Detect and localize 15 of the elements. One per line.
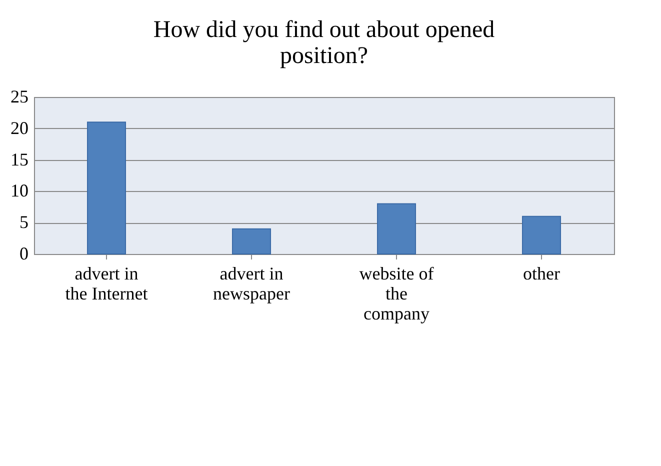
x-tick-label: other: [523, 264, 560, 284]
y-tick-label: 5: [20, 212, 28, 232]
bar: [232, 228, 271, 254]
y-tick-label: 25: [10, 86, 28, 106]
x-tick-label: website of the company: [359, 264, 434, 324]
bar: [522, 216, 561, 254]
x-tick-label: advert in the Internet: [65, 264, 148, 304]
chart-title: How did you find out about opened position?: [153, 17, 495, 69]
bar: [87, 122, 126, 254]
x-tick-label: advert in newspaper: [213, 264, 290, 304]
y-tick-label: 15: [10, 149, 28, 170]
bar: [377, 203, 416, 254]
y-tick-label: 10: [10, 180, 28, 201]
y-tick-label: 0: [20, 244, 28, 264]
y-tick-label: 20: [10, 118, 28, 138]
